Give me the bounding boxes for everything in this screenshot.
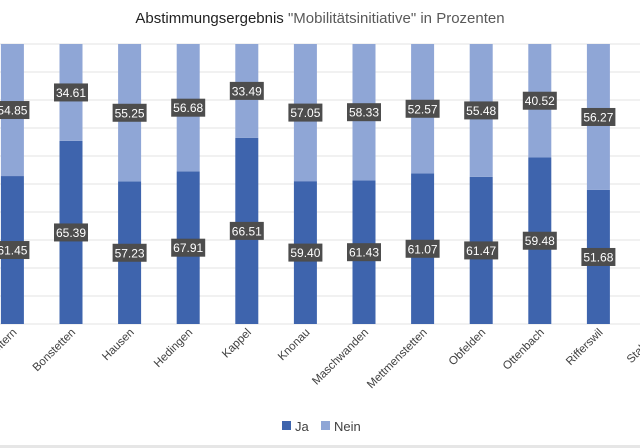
category-label: Ottenbach bbox=[501, 327, 547, 373]
label-nein-box bbox=[112, 103, 147, 122]
category-label: Hedingen bbox=[152, 327, 195, 370]
chart-title: Abstimmungsergebnis "Mobilitätsinitiativ… bbox=[0, 10, 640, 27]
label-nein: 57.05 bbox=[290, 106, 320, 120]
category-label: Kappel bbox=[220, 327, 254, 361]
label-ja-box bbox=[347, 243, 381, 262]
label-ja-box bbox=[405, 239, 440, 258]
label-nein: 58.33 bbox=[349, 106, 379, 120]
label-ja-box bbox=[0, 241, 30, 260]
category-label: Hausen bbox=[100, 327, 137, 364]
chart-title-main: Abstimmungsergebnis bbox=[135, 10, 284, 27]
category-label: Bonstetten bbox=[31, 327, 78, 374]
label-nein: 56.27 bbox=[583, 110, 613, 124]
label-ja-box bbox=[464, 241, 499, 260]
label-nein-box bbox=[229, 81, 264, 100]
category-label: Maschwanden bbox=[310, 327, 371, 388]
label-nein: 54.85 bbox=[0, 104, 28, 118]
label-ja: 67.91 bbox=[173, 241, 203, 255]
label-nein: 34.61 bbox=[56, 86, 86, 100]
label-nein-box bbox=[171, 98, 206, 117]
label-nein: 52.57 bbox=[408, 102, 438, 116]
label-ja: 65.39 bbox=[56, 226, 86, 240]
label-ja: 57.23 bbox=[115, 246, 145, 260]
label-ja: 61.43 bbox=[349, 246, 379, 260]
category-label: Obfelden bbox=[447, 327, 488, 368]
label-ja: 59.48 bbox=[525, 234, 555, 248]
legend-swatch-ja bbox=[282, 421, 291, 430]
label-nein-box bbox=[464, 101, 499, 120]
category-label: Stallikon bbox=[625, 327, 640, 366]
label-ja-box bbox=[229, 221, 264, 240]
chart-border bbox=[0, 445, 640, 448]
label-ja: 61.47 bbox=[466, 244, 496, 258]
label-nein: 40.52 bbox=[525, 94, 555, 108]
label-ja-box bbox=[171, 238, 206, 257]
category-label: Rifferswil bbox=[564, 327, 605, 368]
label-ja-box bbox=[288, 243, 323, 262]
legend-swatch-nein bbox=[321, 421, 330, 430]
label-ja-box bbox=[522, 231, 557, 250]
category-label: Mettmenstetten bbox=[365, 327, 430, 392]
label-nein: 56.68 bbox=[173, 101, 203, 115]
legend-label-ja: Ja bbox=[295, 419, 310, 434]
label-nein: 33.49 bbox=[232, 84, 262, 98]
label-ja-box bbox=[54, 223, 88, 242]
label-ja: 61.45 bbox=[0, 244, 28, 258]
label-nein-box bbox=[405, 99, 440, 118]
label-ja: 59.40 bbox=[290, 246, 320, 260]
label-ja: 51.68 bbox=[583, 250, 613, 264]
label-nein-box bbox=[581, 107, 616, 126]
legend-label-nein: Nein bbox=[334, 419, 361, 434]
chart-title-rest: "Mobilitätsinitiative" in Prozenten bbox=[287, 10, 505, 27]
label-nein-box bbox=[54, 83, 88, 102]
label-nein: 55.25 bbox=[115, 106, 145, 120]
label-ja-box bbox=[112, 243, 147, 262]
label-nein-box bbox=[0, 101, 30, 120]
label-ja-box bbox=[581, 247, 616, 266]
label-ja: 61.07 bbox=[408, 242, 438, 256]
label-nein: 55.48 bbox=[466, 104, 496, 118]
category-label: Affoltern bbox=[0, 327, 20, 366]
category-label: Knonau bbox=[276, 327, 313, 364]
label-nein-box bbox=[288, 103, 323, 122]
label-nein-box bbox=[522, 91, 557, 110]
label-nein-box bbox=[347, 103, 381, 122]
label-ja: 66.51 bbox=[232, 224, 262, 238]
